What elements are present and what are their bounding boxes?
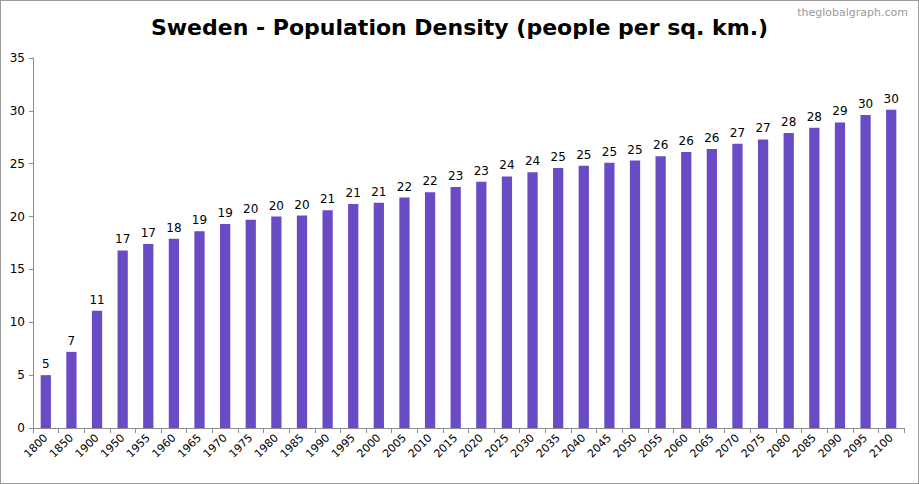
svg-text:2030: 2030 xyxy=(508,431,537,460)
svg-text:2010: 2010 xyxy=(406,431,435,460)
svg-text:2095: 2095 xyxy=(841,431,870,460)
svg-text:22: 22 xyxy=(397,180,412,194)
svg-text:7: 7 xyxy=(68,334,76,348)
svg-text:25: 25 xyxy=(10,157,25,171)
svg-text:2075: 2075 xyxy=(739,431,768,460)
svg-text:2015: 2015 xyxy=(431,431,460,460)
svg-text:25: 25 xyxy=(576,148,591,162)
svg-text:5: 5 xyxy=(42,357,50,371)
svg-text:1800: 1800 xyxy=(21,431,50,460)
svg-text:2005: 2005 xyxy=(380,431,409,460)
svg-text:2090: 2090 xyxy=(816,431,845,460)
svg-text:2080: 2080 xyxy=(764,431,793,460)
svg-text:1850: 1850 xyxy=(47,431,76,460)
svg-text:20: 20 xyxy=(10,210,25,224)
svg-text:20: 20 xyxy=(269,199,284,213)
svg-text:26: 26 xyxy=(653,138,668,152)
svg-text:20: 20 xyxy=(294,198,309,212)
svg-text:15: 15 xyxy=(10,262,25,276)
svg-text:30: 30 xyxy=(884,92,899,106)
svg-text:2050: 2050 xyxy=(611,431,640,460)
svg-text:1950: 1950 xyxy=(98,431,127,460)
svg-text:1900: 1900 xyxy=(73,431,102,460)
svg-text:27: 27 xyxy=(730,126,745,140)
svg-text:18: 18 xyxy=(166,221,181,235)
svg-text:26: 26 xyxy=(679,134,694,148)
svg-text:2035: 2035 xyxy=(534,431,563,460)
svg-text:5: 5 xyxy=(17,368,25,382)
svg-text:24: 24 xyxy=(525,154,540,168)
svg-text:30: 30 xyxy=(10,104,25,118)
svg-text:28: 28 xyxy=(781,115,796,129)
svg-text:20: 20 xyxy=(243,202,258,216)
svg-text:11: 11 xyxy=(89,293,104,307)
svg-text:24: 24 xyxy=(499,158,514,172)
svg-text:1975: 1975 xyxy=(226,431,255,460)
svg-text:1960: 1960 xyxy=(150,431,179,460)
svg-text:2040: 2040 xyxy=(559,431,588,460)
svg-text:2055: 2055 xyxy=(636,431,665,460)
svg-text:28: 28 xyxy=(807,110,822,124)
svg-text:Sweden - Population Density (p: Sweden - Population Density (people per … xyxy=(151,15,768,40)
svg-text:0: 0 xyxy=(17,421,25,435)
svg-text:2065: 2065 xyxy=(687,431,716,460)
svg-text:25: 25 xyxy=(602,145,617,159)
svg-text:25: 25 xyxy=(627,143,642,157)
svg-text:1995: 1995 xyxy=(329,431,358,460)
svg-text:2060: 2060 xyxy=(662,431,691,460)
svg-text:17: 17 xyxy=(141,226,156,240)
svg-text:2100: 2100 xyxy=(867,431,896,460)
svg-text:1985: 1985 xyxy=(278,431,307,460)
svg-text:29: 29 xyxy=(832,104,847,118)
svg-text:theglobalgraph.com: theglobalgraph.com xyxy=(797,6,908,19)
svg-text:1970: 1970 xyxy=(201,431,230,460)
svg-text:26: 26 xyxy=(704,131,719,145)
svg-text:2025: 2025 xyxy=(483,431,512,460)
svg-text:35: 35 xyxy=(10,51,25,65)
svg-text:19: 19 xyxy=(192,213,207,227)
svg-text:2020: 2020 xyxy=(457,431,486,460)
svg-text:21: 21 xyxy=(346,186,361,200)
svg-text:23: 23 xyxy=(448,169,463,183)
svg-text:2070: 2070 xyxy=(713,431,742,460)
svg-text:2045: 2045 xyxy=(585,431,614,460)
svg-text:1965: 1965 xyxy=(175,431,204,460)
svg-text:10: 10 xyxy=(10,315,25,329)
svg-text:1990: 1990 xyxy=(303,431,332,460)
svg-text:25: 25 xyxy=(551,150,566,164)
svg-text:19: 19 xyxy=(217,206,232,220)
svg-text:1955: 1955 xyxy=(124,431,153,460)
svg-text:21: 21 xyxy=(320,192,335,206)
svg-text:22: 22 xyxy=(422,174,437,188)
svg-text:27: 27 xyxy=(755,121,770,135)
svg-text:21: 21 xyxy=(371,185,386,199)
svg-text:2000: 2000 xyxy=(354,431,383,460)
svg-text:1980: 1980 xyxy=(252,431,281,460)
svg-text:23: 23 xyxy=(474,164,489,178)
svg-text:30: 30 xyxy=(858,97,873,111)
svg-text:17: 17 xyxy=(115,232,130,246)
svg-text:2085: 2085 xyxy=(790,431,819,460)
